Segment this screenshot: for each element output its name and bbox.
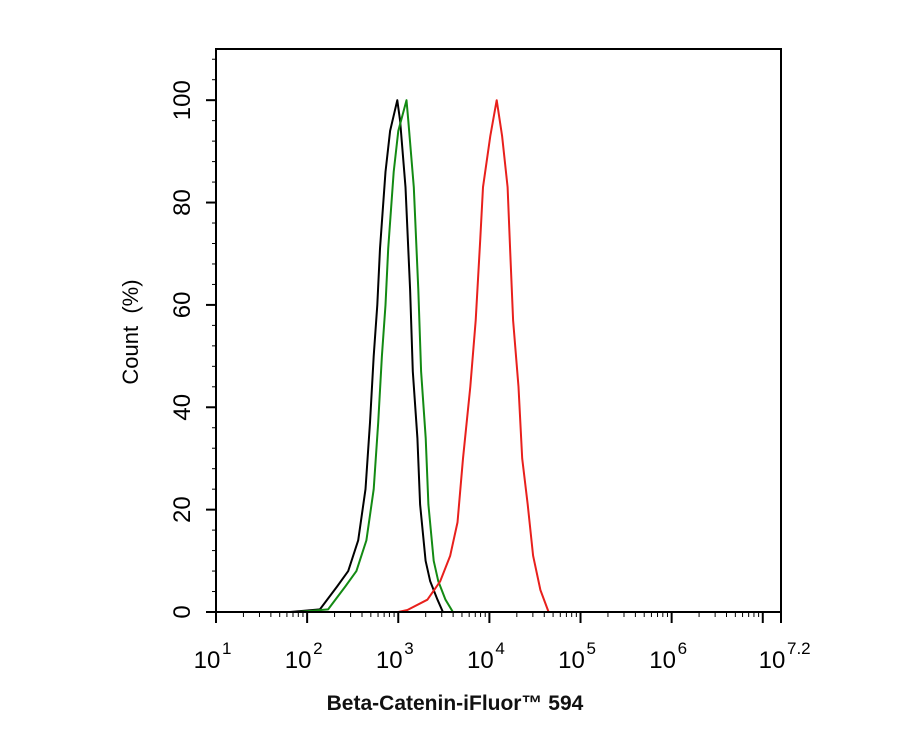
y-tick-labels: 0 20 40 60 80 100 bbox=[169, 80, 196, 619]
y-tick-label: 100 bbox=[169, 80, 196, 120]
plot-frame bbox=[215, 48, 782, 613]
x-tick-label: 10 4 bbox=[467, 639, 505, 674]
x-tick-label: 10 6 bbox=[649, 639, 687, 674]
y-tick-label: 0 bbox=[169, 605, 196, 618]
x-tick-label: 10 5 bbox=[558, 639, 596, 674]
x-tick-exponent: 1 bbox=[222, 639, 231, 658]
y-axis-label: Count (%) bbox=[118, 279, 143, 384]
x-tick-label: 10 3 bbox=[376, 639, 414, 674]
x-tick-base: 10 bbox=[649, 647, 676, 674]
x-tick-base: 10 bbox=[467, 647, 494, 674]
y-tick-label: 60 bbox=[169, 292, 196, 319]
histogram-series-1 bbox=[290, 99, 444, 613]
y-tick-label: 40 bbox=[169, 394, 196, 421]
x-tick-base: 10 bbox=[194, 647, 221, 674]
x-tick-exponent: 5 bbox=[587, 639, 596, 658]
x-axis-label: Beta-Catenin-iFluor™ 594 bbox=[327, 692, 584, 715]
x-tick-label: 10 1 bbox=[194, 639, 232, 674]
x-tick-base: 10 bbox=[376, 647, 403, 674]
series-layer bbox=[290, 99, 550, 613]
x-tick-exponent: 6 bbox=[678, 639, 687, 658]
x-tick-exponent: 7.2 bbox=[787, 639, 811, 658]
x-tick-base: 10 bbox=[759, 647, 786, 674]
ticks-layer bbox=[206, 58, 782, 623]
x-tick-label: 10 2 bbox=[285, 639, 323, 674]
x-tick-base: 10 bbox=[285, 647, 312, 674]
x-tick-label: 10 7.2 bbox=[759, 639, 811, 674]
y-tick-label: 80 bbox=[169, 189, 196, 216]
histogram-series-3 bbox=[398, 99, 550, 613]
x-tick-exponent: 2 bbox=[313, 639, 322, 658]
x-tick-labels: 10 1 10 2 10 3 10 4 10 5 10 6 10 7.2 bbox=[194, 639, 811, 674]
x-tick-base: 10 bbox=[558, 647, 585, 674]
x-tick-exponent: 3 bbox=[404, 639, 413, 658]
x-tick-exponent: 4 bbox=[495, 639, 504, 658]
histogram-series-2 bbox=[298, 99, 454, 613]
y-tick-label: 20 bbox=[169, 496, 196, 523]
